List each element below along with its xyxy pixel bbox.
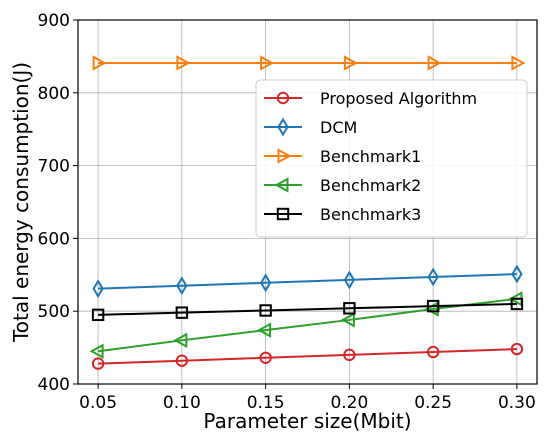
x-tick-label: 0.10: [163, 393, 201, 413]
data-point: [91, 357, 105, 370]
data-point: [92, 279, 104, 299]
x-tick-label: 0.15: [247, 393, 285, 413]
data-point: [510, 342, 524, 356]
legend-marker: [277, 148, 292, 164]
legend-marker: [276, 91, 290, 105]
data-point: [426, 345, 440, 359]
plot-frame: [77, 19, 538, 385]
x-axis-title: Parameter size(Mbit): [203, 409, 411, 433]
series-line: [97, 297, 518, 353]
data-point: [340, 312, 355, 328]
series-benchmark3: [91, 297, 524, 322]
series-line: [98, 273, 517, 290]
data-point: [175, 354, 189, 367]
series-line: [98, 302, 517, 316]
data-point: [510, 297, 524, 311]
data-point: [343, 302, 356, 315]
series-dcm: [92, 264, 523, 299]
y-tick-label: 900: [38, 11, 70, 31]
data-point: [91, 308, 105, 322]
data-point: [511, 55, 526, 71]
y-tick-label: 500: [38, 302, 70, 322]
data-point: [175, 306, 189, 319]
data-point: [257, 322, 272, 338]
y-axis-title: Total energy consumption(J): [9, 62, 33, 343]
series-line: [98, 348, 517, 365]
data-point: [259, 273, 272, 293]
x-tick-label: 0.05: [79, 393, 117, 413]
series-benchmark2: [89, 291, 523, 359]
legend-label: Proposed Algorithm: [320, 89, 477, 108]
data-point: [343, 270, 356, 290]
data-point: [176, 276, 188, 296]
y-tick-label: 700: [38, 157, 70, 177]
legend-box: [255, 79, 528, 238]
data-point: [173, 332, 188, 349]
legend: Proposed Algorithm DCM Benchmark1 Benchmark…: [255, 79, 528, 238]
legend-item: Benchmark3: [264, 205, 421, 224]
data-point: [260, 55, 275, 71]
data-point: [259, 304, 272, 317]
legend-item: Proposed Algorithm: [264, 89, 477, 108]
data-point: [511, 264, 523, 284]
x-tick-label: 0.25: [414, 393, 452, 413]
y-tick-label: 800: [38, 84, 70, 104]
axis-ticks: 0.05 0.10 0.15 0.20 0.25 0.30 400 500 600 700 800 9…: [38, 11, 536, 413]
series-layer: [89, 55, 526, 370]
data-point: [259, 351, 272, 364]
legend-label: Benchmark1: [320, 147, 421, 166]
legend-label: Benchmark2: [320, 176, 421, 195]
legend-item: Benchmark2: [264, 176, 421, 195]
data-point: [176, 55, 191, 71]
data-point: [427, 267, 439, 287]
data-point: [92, 55, 107, 71]
data-point: [343, 348, 356, 362]
data-point: [343, 55, 358, 71]
legend-marker: [276, 207, 290, 221]
x-tick-label: 0.20: [330, 393, 368, 413]
y-tick-label: 600: [38, 229, 70, 249]
legend-label: Benchmark3: [320, 205, 421, 224]
data-point: [427, 55, 442, 71]
data-point: [426, 299, 440, 313]
series-proposed-algorithm: [91, 342, 524, 370]
legend-item: Benchmark1: [264, 147, 421, 166]
legend-marker: [274, 177, 289, 193]
series-benchmark1: [92, 55, 526, 71]
x-tick-label: 0.30: [498, 393, 536, 413]
y-tick-label: 400: [38, 375, 70, 395]
data-point: [89, 343, 104, 359]
legend-item: DCM: [264, 117, 357, 137]
legend-label: DCM: [320, 118, 357, 137]
legend-marker: [277, 117, 289, 137]
